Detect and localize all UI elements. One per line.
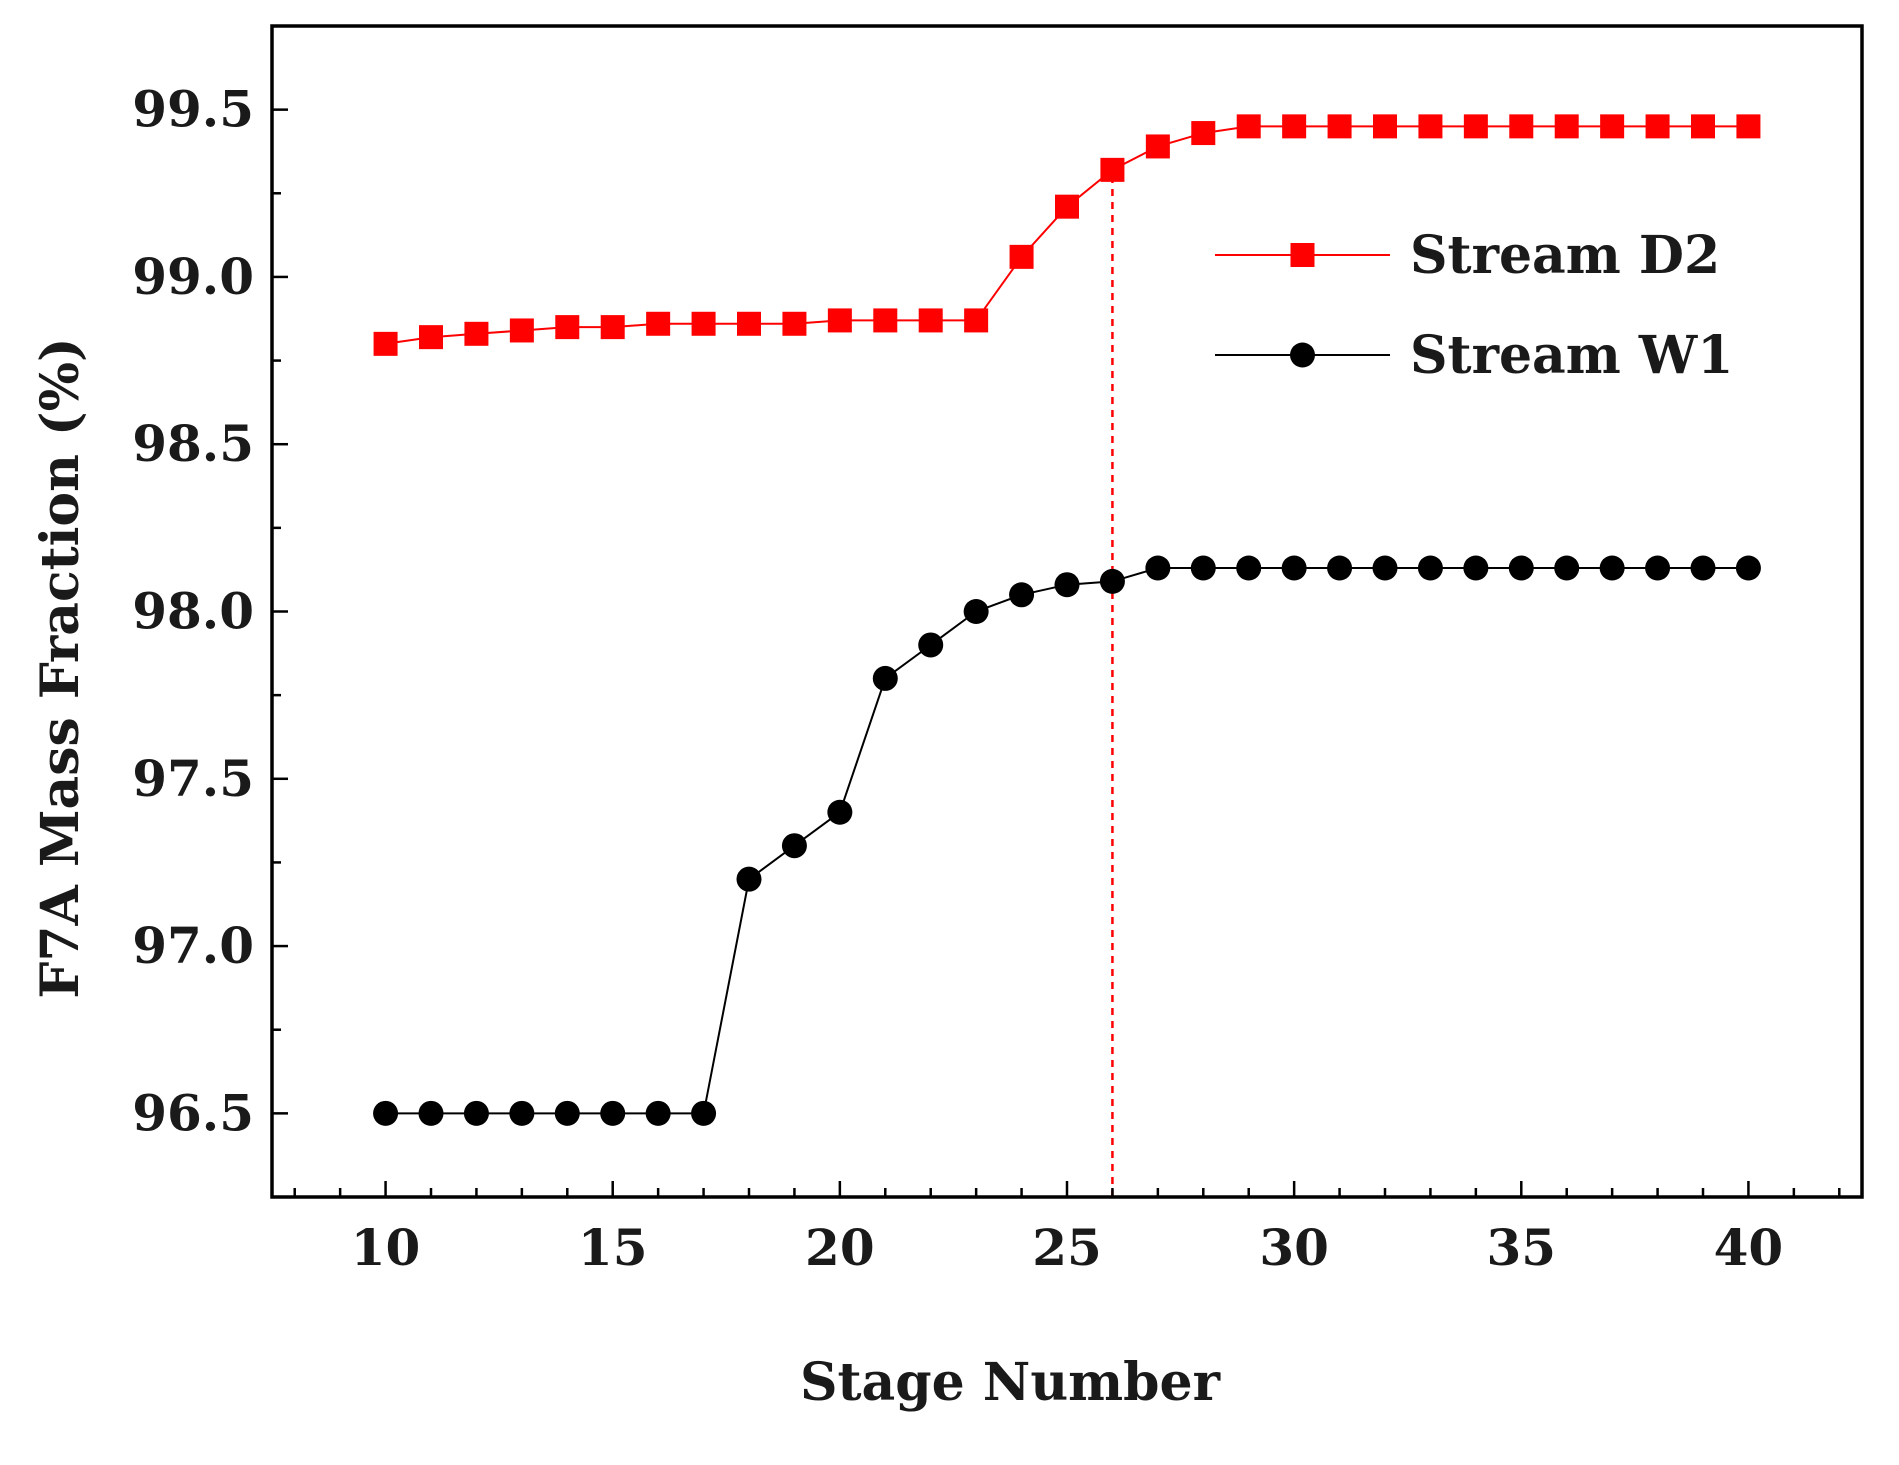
data-point-1 bbox=[964, 308, 989, 333]
legend-marker-1 bbox=[1290, 243, 1315, 267]
data-point-2 bbox=[554, 1100, 580, 1126]
legend-label-1: Stream D2 bbox=[1410, 225, 1720, 286]
data-point-1 bbox=[1509, 114, 1534, 139]
data-point-1 bbox=[1327, 114, 1352, 139]
data-point-1 bbox=[1554, 114, 1579, 139]
series-line-2 bbox=[385, 567, 1749, 1115]
data-point-2 bbox=[1281, 555, 1307, 581]
x-tick-label: 25 bbox=[1032, 1218, 1102, 1277]
data-point-2 bbox=[600, 1100, 626, 1126]
data-point-2 bbox=[691, 1100, 717, 1126]
data-point-1 bbox=[646, 311, 671, 336]
data-point-2 bbox=[1145, 555, 1171, 581]
y-tick-label: 99.5 bbox=[132, 80, 254, 139]
data-point-1 bbox=[737, 311, 761, 336]
data-point-2 bbox=[1009, 582, 1035, 608]
x-axis-title: Stage Number bbox=[800, 1352, 1221, 1413]
legend-label-2: Stream W1 bbox=[1410, 325, 1733, 386]
data-point-1 bbox=[782, 311, 807, 336]
x-tick-label: 40 bbox=[1714, 1218, 1784, 1277]
legend: Stream D2 Stream W1 bbox=[1215, 225, 1733, 386]
x-tick-label: 35 bbox=[1486, 1218, 1556, 1277]
data-point-2 bbox=[645, 1100, 671, 1126]
data-point-2 bbox=[1054, 572, 1080, 598]
data-point-2 bbox=[1327, 555, 1353, 581]
data-point-1 bbox=[1418, 114, 1443, 139]
x-tick-label: 10 bbox=[351, 1218, 421, 1277]
data-point-1 bbox=[1055, 194, 1079, 219]
data-point-1 bbox=[1282, 114, 1307, 139]
data-point-1 bbox=[1463, 114, 1488, 139]
data-point-2 bbox=[1463, 555, 1489, 581]
y-tick-label: 98.5 bbox=[132, 414, 254, 473]
data-point-1 bbox=[827, 308, 852, 333]
data-point-2 bbox=[1190, 555, 1216, 581]
data-point-1 bbox=[1600, 114, 1625, 139]
data-point-2 bbox=[872, 665, 898, 691]
plot-layer bbox=[373, 114, 1761, 1197]
data-point-1 bbox=[691, 311, 716, 336]
y-tick-label: 99.0 bbox=[132, 247, 254, 306]
data-point-1 bbox=[1191, 121, 1216, 146]
data-point-1 bbox=[419, 325, 443, 350]
data-point-1 bbox=[1645, 114, 1670, 139]
axes-layer: 10 15 20 25 30 35 40 96.5 97.0 97.5 98.0 98.5 99.0 99… bbox=[132, 24, 1864, 1277]
data-point-1 bbox=[373, 331, 398, 356]
data-point-1 bbox=[509, 318, 534, 343]
data-point-1 bbox=[555, 315, 580, 340]
data-point-2 bbox=[509, 1100, 535, 1126]
data-point-2 bbox=[418, 1100, 444, 1126]
data-point-2 bbox=[1690, 555, 1716, 581]
data-point-2 bbox=[736, 866, 762, 892]
data-point-2 bbox=[1735, 555, 1761, 581]
y-tick-label: 98.0 bbox=[132, 582, 254, 641]
y-tick-label: 97.0 bbox=[132, 916, 254, 975]
data-point-2 bbox=[1599, 555, 1625, 581]
data-point-2 bbox=[1508, 555, 1534, 581]
legend-marker-2 bbox=[1290, 342, 1315, 368]
y-axis-title: F7A Mass Fraction (%) bbox=[30, 337, 91, 998]
data-point-2 bbox=[463, 1100, 489, 1126]
data-point-1 bbox=[1691, 114, 1715, 139]
data-point-1 bbox=[1236, 114, 1261, 139]
data-point-1 bbox=[1373, 114, 1397, 139]
data-point-1 bbox=[464, 321, 489, 346]
data-point-1 bbox=[1009, 244, 1034, 269]
data-point-1 bbox=[1145, 134, 1170, 159]
y-tick-label: 96.5 bbox=[132, 1083, 254, 1142]
x-tick-label: 20 bbox=[805, 1218, 875, 1277]
data-point-2 bbox=[781, 833, 807, 859]
data-point-1 bbox=[1100, 157, 1125, 182]
data-point-2 bbox=[918, 632, 944, 658]
data-point-2 bbox=[1417, 555, 1443, 581]
data-point-1 bbox=[1736, 114, 1761, 139]
data-point-2 bbox=[963, 599, 989, 624]
data-point-2 bbox=[1236, 555, 1262, 581]
data-point-2 bbox=[1554, 555, 1580, 581]
x-tick-label: 30 bbox=[1259, 1218, 1329, 1277]
data-point-1 bbox=[873, 308, 898, 333]
data-point-2 bbox=[1645, 555, 1671, 581]
y-tick-label: 97.5 bbox=[132, 749, 254, 808]
data-point-1 bbox=[600, 315, 625, 340]
data-point-2 bbox=[1372, 555, 1398, 581]
data-point-2 bbox=[827, 799, 853, 825]
data-point-2 bbox=[373, 1100, 399, 1126]
data-point-2 bbox=[1099, 568, 1125, 594]
data-point-1 bbox=[918, 308, 943, 333]
x-tick-label: 15 bbox=[578, 1218, 648, 1277]
